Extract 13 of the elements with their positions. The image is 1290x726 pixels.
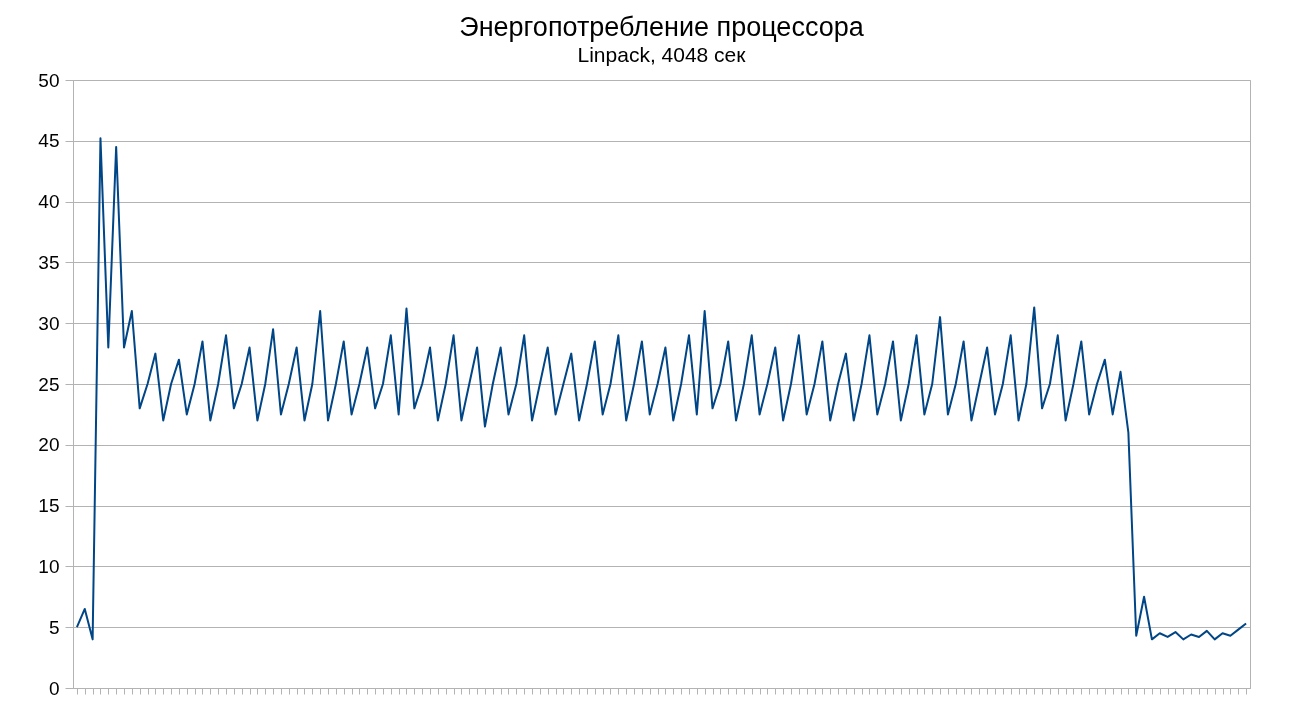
y-tick-label: 35 xyxy=(38,251,60,273)
y-tick-label: 45 xyxy=(38,130,60,152)
y-tick-label: 30 xyxy=(38,312,60,334)
chart-subtitle: Linpack, 4048 сек xyxy=(577,43,747,66)
y-tick-label: 15 xyxy=(38,495,60,517)
y-tick-label: 0 xyxy=(48,677,60,699)
y-tick-label: 20 xyxy=(38,434,60,456)
y-tick-label: 10 xyxy=(38,555,60,577)
y-tick-label: 5 xyxy=(48,616,60,638)
chart-title: Энергопотребление процессора xyxy=(459,12,865,42)
y-tick-label: 25 xyxy=(38,373,60,395)
y-tick-label: 40 xyxy=(38,191,60,213)
y-tick-label: 50 xyxy=(38,69,60,91)
